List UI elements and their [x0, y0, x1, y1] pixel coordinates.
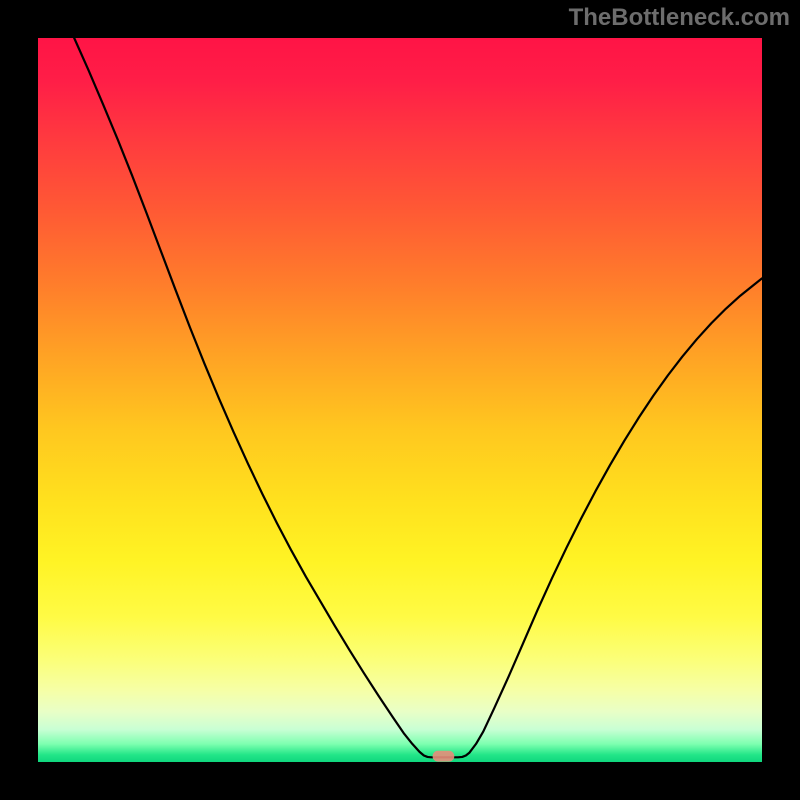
- watermark-text: TheBottleneck.com: [569, 4, 790, 32]
- chart-stage: TheBottleneck.com: [0, 0, 800, 800]
- bottleneck-chart: [0, 0, 800, 800]
- min-marker: [433, 751, 455, 762]
- chart-background: [38, 38, 762, 762]
